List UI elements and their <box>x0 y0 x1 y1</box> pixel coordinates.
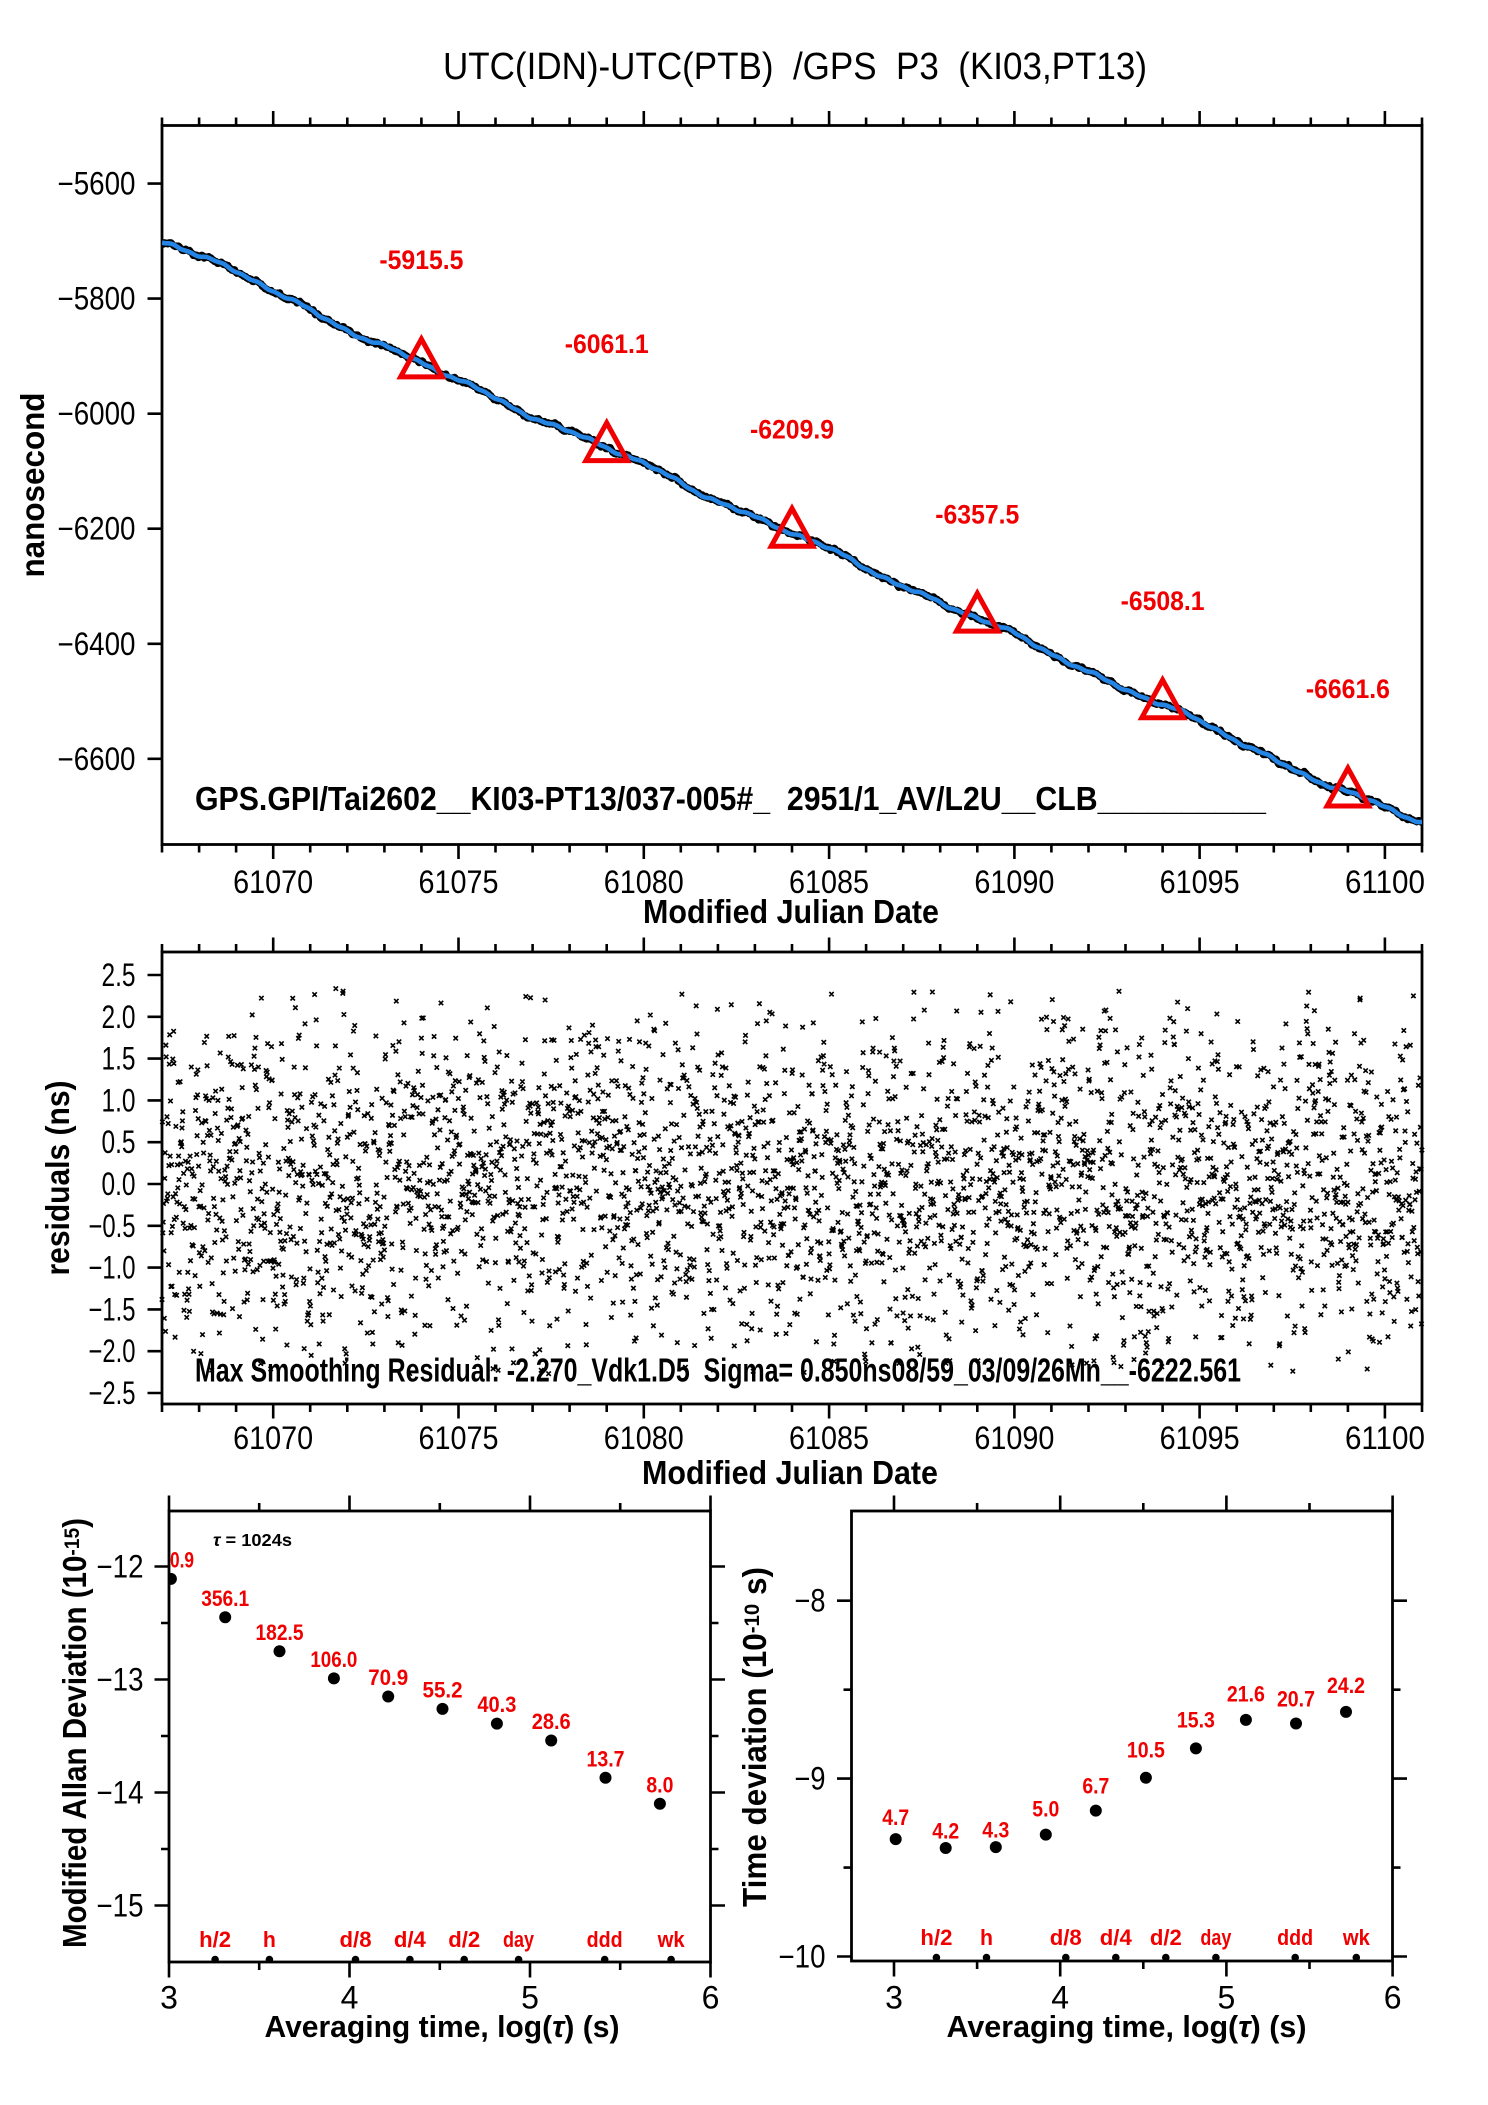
svg-text:21.6: 21.6 <box>1227 1682 1265 1707</box>
svg-text:3: 3 <box>885 1980 903 2016</box>
svg-text:wk: wk <box>1342 1925 1371 1950</box>
svg-text:d/4: d/4 <box>394 1927 427 1952</box>
svg-text:4: 4 <box>341 1980 359 2016</box>
svg-text:61075: 61075 <box>418 1420 498 1456</box>
svg-text:−1.0: −1.0 <box>89 1250 136 1286</box>
svg-text:nanosecond: nanosecond <box>14 393 51 578</box>
svg-text:d/4: d/4 <box>1100 1925 1133 1950</box>
svg-text:day: day <box>503 1927 535 1952</box>
svg-text:d/8: d/8 <box>1050 1925 1082 1950</box>
svg-text:−6400: −6400 <box>58 626 136 662</box>
svg-text:4.3: 4.3 <box>982 1818 1009 1843</box>
svg-text:15.3: 15.3 <box>1177 1708 1215 1733</box>
svg-text:Averaging time, log(τ) (s): Averaging time, log(τ) (s) <box>265 2009 620 2044</box>
svg-text:4.2: 4.2 <box>932 1819 959 1844</box>
svg-text:−13: −13 <box>97 1662 144 1698</box>
svg-text:Modified Julian Date: Modified Julian Date <box>643 893 939 930</box>
svg-text:day: day <box>1200 1925 1232 1950</box>
svg-text:-6661.6: -6661.6 <box>1306 674 1390 704</box>
svg-text:0.0: 0.0 <box>102 1166 136 1202</box>
svg-text:24.2: 24.2 <box>1327 1673 1365 1698</box>
svg-text:0.9: 0.9 <box>170 1547 194 1572</box>
svg-text:1.5: 1.5 <box>102 1041 136 1077</box>
svg-text:ddd: ddd <box>587 1927 623 1952</box>
svg-text:Max Smoothing Residual: -2.270: Max Smoothing Residual: -2.270_Vdk1.D5 S… <box>195 1351 1241 1388</box>
svg-text:h/2: h/2 <box>920 1925 952 1950</box>
svg-text:28.6: 28.6 <box>532 1709 571 1734</box>
svg-text:13.7: 13.7 <box>587 1746 625 1771</box>
svg-text:4: 4 <box>1051 1980 1069 2016</box>
svg-text:−2.5: −2.5 <box>89 1375 136 1411</box>
svg-text:−10: −10 <box>779 1939 826 1975</box>
svg-text:1.0: 1.0 <box>102 1082 136 1118</box>
svg-text:61075: 61075 <box>418 864 498 900</box>
svg-text:61085: 61085 <box>789 1420 869 1456</box>
svg-text:5.0: 5.0 <box>1032 1797 1059 1822</box>
svg-text:182.5: 182.5 <box>256 1620 304 1645</box>
svg-text:-6209.9: -6209.9 <box>750 414 834 444</box>
svg-text:−6600: −6600 <box>58 741 136 777</box>
svg-text:Averaging time, log(τ) (s): Averaging time, log(τ) (s) <box>947 2009 1307 2044</box>
svg-text:−5600: −5600 <box>58 166 136 202</box>
svg-text:-5915.5: -5915.5 <box>379 245 463 275</box>
svg-text:wk: wk <box>657 1927 686 1952</box>
svg-text:61100: 61100 <box>1345 1420 1425 1456</box>
svg-text:61095: 61095 <box>1160 1420 1240 1456</box>
svg-text:d/2: d/2 <box>448 1927 480 1952</box>
svg-text:61090: 61090 <box>974 864 1054 900</box>
svg-text:−14: −14 <box>97 1775 144 1811</box>
svg-text:55.2: 55.2 <box>423 1677 463 1702</box>
svg-text:h/2: h/2 <box>199 1927 231 1952</box>
svg-text:20.7: 20.7 <box>1277 1687 1315 1712</box>
svg-text:Modified Julian Date: Modified Julian Date <box>642 1454 938 1491</box>
svg-text:-6061.1: -6061.1 <box>565 329 649 359</box>
svg-text:2.0: 2.0 <box>102 999 136 1035</box>
svg-text:Modified Allan Deviation (10-1: Modified Allan Deviation (10-15) <box>56 1518 93 1948</box>
svg-text:61070: 61070 <box>233 864 313 900</box>
svg-text:ddd: ddd <box>1277 1925 1313 1950</box>
svg-text:residuals (ns): residuals (ns) <box>39 1081 76 1276</box>
svg-text:−6200: −6200 <box>58 511 136 547</box>
svg-text:GPS.GPI/Tai2602__KI03-PT13/037: GPS.GPI/Tai2602__KI03-PT13/037-005#_ 295… <box>195 780 1267 817</box>
svg-text:61070: 61070 <box>233 1420 313 1456</box>
svg-text:5: 5 <box>521 1980 539 2016</box>
svg-text:τ = 1024s: τ = 1024s <box>213 1530 292 1550</box>
svg-text:6: 6 <box>702 1980 720 2016</box>
svg-text:6: 6 <box>1384 1980 1402 2016</box>
svg-text:70.9: 70.9 <box>368 1665 408 1690</box>
svg-text:h: h <box>980 1925 993 1950</box>
svg-text:h: h <box>263 1927 276 1952</box>
svg-text:−6000: −6000 <box>58 396 136 432</box>
svg-text:3: 3 <box>160 1980 178 2016</box>
svg-text:−12: −12 <box>97 1549 144 1585</box>
svg-text:−2.0: −2.0 <box>89 1333 136 1369</box>
svg-text:40.3: 40.3 <box>477 1692 516 1717</box>
svg-text:61080: 61080 <box>604 1420 684 1456</box>
svg-text:UTC(IDN)-UTC(PTB) /GPS P3 (: UTC(IDN)-UTC(PTB) /GPS P3 (KI03,PT13) <box>443 46 1147 88</box>
svg-text:0.5: 0.5 <box>102 1124 136 1160</box>
svg-text:61100: 61100 <box>1345 864 1425 900</box>
svg-text:-6357.5: -6357.5 <box>935 499 1019 529</box>
svg-text:−15: −15 <box>97 1888 144 1924</box>
svg-text:−0.5: −0.5 <box>89 1208 136 1244</box>
svg-text:356.1: 356.1 <box>201 1586 249 1611</box>
svg-text:−1.5: −1.5 <box>89 1291 136 1327</box>
svg-text:10.5: 10.5 <box>1127 1738 1165 1763</box>
svg-text:61090: 61090 <box>974 1420 1054 1456</box>
svg-text:6.7: 6.7 <box>1082 1774 1109 1799</box>
svg-text:-6508.1: -6508.1 <box>1121 586 1205 616</box>
svg-text:61080: 61080 <box>604 864 684 900</box>
svg-text:5: 5 <box>1218 1980 1236 2016</box>
svg-text:d/2: d/2 <box>1150 1925 1182 1950</box>
svg-text:4.7: 4.7 <box>882 1805 909 1830</box>
svg-text:−5800: −5800 <box>58 281 136 317</box>
svg-text:−8: −8 <box>795 1583 826 1619</box>
svg-text:106.0: 106.0 <box>310 1647 357 1672</box>
svg-text:2.5: 2.5 <box>102 957 136 993</box>
svg-text:61085: 61085 <box>789 864 869 900</box>
svg-text:8.0: 8.0 <box>646 1772 673 1797</box>
svg-text:d/8: d/8 <box>340 1927 372 1952</box>
svg-text:61095: 61095 <box>1160 864 1240 900</box>
svg-text:−9: −9 <box>795 1761 826 1797</box>
